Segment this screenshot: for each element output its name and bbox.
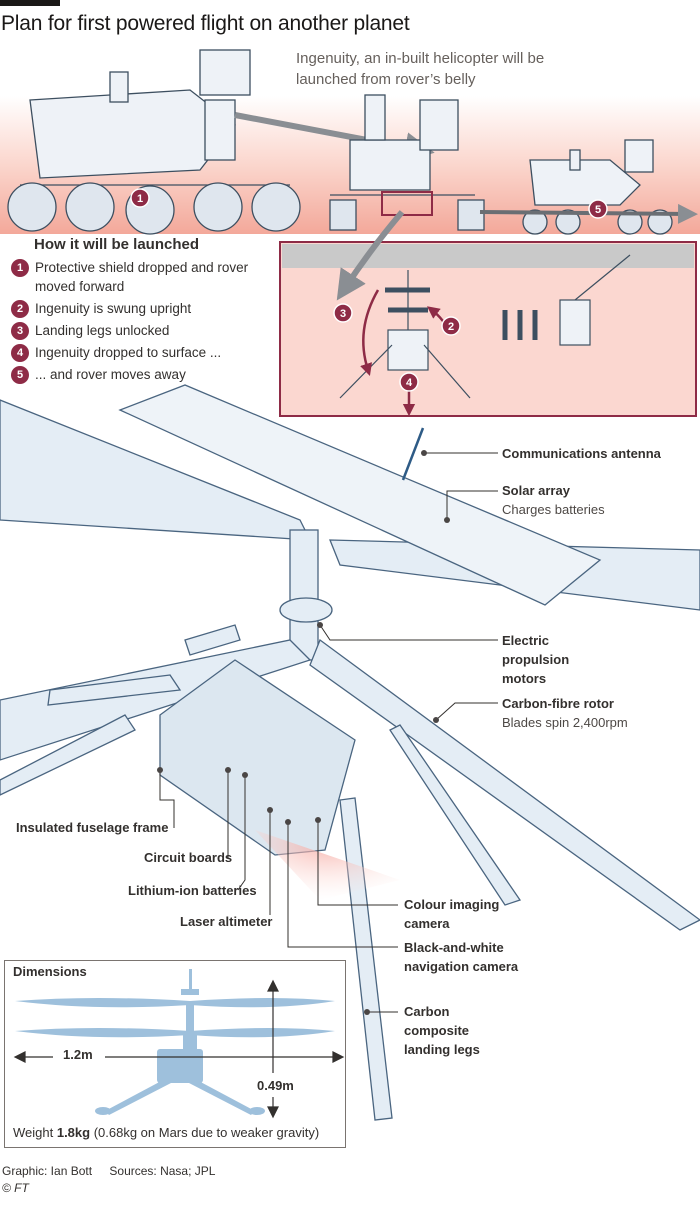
laser-glow (255, 830, 400, 900)
label-lithium-ion-batteries: Lithium-ion batteries (128, 883, 257, 898)
launch-step-5: 5 ... and rover moves away (8, 365, 268, 384)
rover-move-arrow (479, 203, 698, 224)
launch-heading: How it will be launched (34, 236, 200, 253)
step-number-3: 3 (11, 322, 29, 340)
launch-step-2: 2 Ingenuity is swung upright (8, 299, 268, 318)
credit-sources: Sources: Nasa; JPL (109, 1164, 216, 1178)
dimensions-silhouette (13, 969, 345, 1119)
antenna-mast (401, 427, 425, 481)
label-colour-imaging-camera: Colour imaging camera (404, 897, 500, 931)
leader-dots (157, 450, 450, 1015)
ft-top-bar (0, 0, 60, 6)
step-text-5: ... and rover moves away (35, 367, 186, 382)
svg-text:2: 2 (448, 321, 454, 333)
landing-leg-left-lower (0, 714, 136, 796)
weight-prefix: Weight (13, 1125, 57, 1140)
step-marker-3: 3 (333, 303, 353, 323)
rover-stage-2 (329, 94, 485, 231)
solar-array-panel (118, 384, 602, 606)
intro-text: Ingenuity, an in-built helicopter will b… (296, 50, 545, 88)
rover-belly (282, 244, 694, 268)
weight-value: 1.8kg (56, 1125, 91, 1140)
dimension-width: 1.2m (59, 1047, 97, 1062)
step-marker-1: 1 (130, 188, 150, 208)
step-marker-2: 2 (441, 316, 461, 336)
step-number-2: 2 (11, 300, 29, 318)
arrow-unlock-legs (360, 289, 380, 376)
dimensions-heading: Dimensions (13, 964, 87, 979)
step-number-4: 4 (11, 344, 29, 362)
label-insulated-fuselage-frame: Insulated fuselage frame (16, 820, 169, 835)
step-number-5: 5 (11, 366, 29, 384)
step-marker-5: 5 (588, 199, 608, 219)
rover-stage-1 (7, 49, 301, 235)
inset-helicopter (339, 254, 631, 399)
landing-leg-right (389, 724, 522, 906)
ingenuity-helicopter (0, 384, 700, 1121)
page-title: Plan for first powered flight on another… (1, 12, 410, 35)
label-communications-antenna: Communications antenna (502, 446, 661, 461)
dimension-height: 0.49m (255, 1078, 296, 1093)
credit-graphic: Graphic: Ian Bott (2, 1164, 93, 1178)
step-text-3: Landing legs unlocked (35, 323, 170, 338)
step-text-1: Protective shield dropped and rover move… (35, 260, 249, 294)
label-laser-altimeter: Laser altimeter (180, 914, 273, 929)
lower-rotor-blade-right (309, 638, 700, 931)
launch-step-3: 3 Landing legs unlocked (8, 321, 268, 340)
step-marker-4: 4 (399, 372, 419, 392)
landing-leg-left-upper (47, 674, 182, 706)
label-electric-propulsion-motors: Electric propulsion motors (502, 633, 570, 686)
launch-steps-list: 1 Protective shield dropped and rover mo… (8, 258, 268, 387)
credits: Graphic: Ian Bott Sources: Nasa; JPL © F… (2, 1163, 229, 1197)
svg-text:3: 3 (340, 308, 346, 320)
leader-lines (159, 452, 498, 1013)
svg-text:4: 4 (406, 377, 413, 389)
dimensions-box: Dimensions 1.2m 0.49m Weight 1 (4, 960, 346, 1148)
step-number-1: 1 (11, 259, 29, 277)
deployment-inset (279, 241, 697, 417)
svg-text:5: 5 (595, 204, 601, 216)
step-text-4: Ingenuity dropped to surface ... (35, 345, 222, 360)
motor-housing (279, 597, 333, 623)
launch-step-4: 4 Ingenuity dropped to surface ... (8, 343, 268, 362)
zoom-arrow (336, 210, 405, 301)
landing-leg-front (339, 797, 393, 1121)
rotor-mast (289, 529, 319, 661)
weight-note: Weight 1.8kg (0.68kg on Mars due to weak… (13, 1125, 319, 1140)
rover-stage-3 (522, 139, 673, 235)
label-carbon-landing-legs: Carbon composite landing legs (404, 1004, 480, 1057)
svg-text:1: 1 (137, 193, 143, 205)
step-text-2: Ingenuity is swung upright (35, 301, 192, 316)
launch-step-1: 1 Protective shield dropped and rover mo… (8, 258, 268, 296)
label-bw-navigation-camera: Black-and-white navigation camera (404, 940, 519, 974)
label-solar-array: Solar array Charges batteries (502, 483, 605, 517)
helicopter-highlight-box (381, 191, 433, 216)
label-circuit-boards: Circuit boards (144, 850, 233, 865)
credit-copyright: © FT (2, 1181, 29, 1195)
weight-suffix: (0.68kg on Mars due to weaker gravity) (90, 1125, 320, 1140)
label-carbon-fibre-rotor: Carbon-fibre rotor Blades spin 2,400rpm (502, 696, 628, 730)
